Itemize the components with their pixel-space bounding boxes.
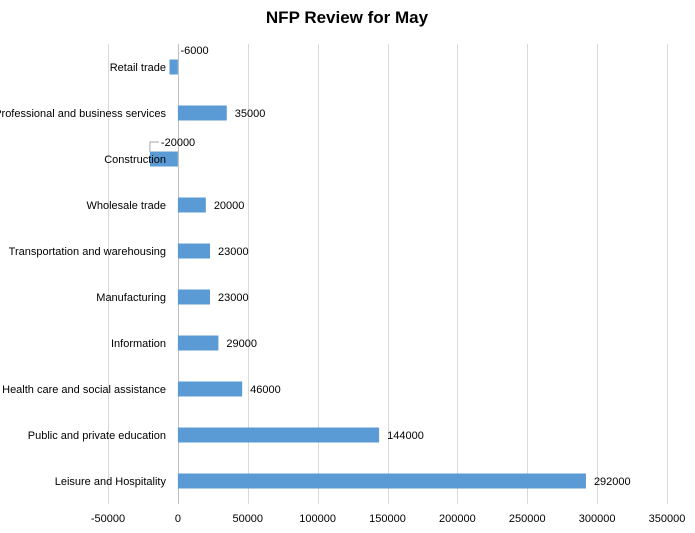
- gridlines: [108, 44, 668, 504]
- bar: [177, 243, 211, 259]
- chart-title: NFP Review for May: [266, 8, 429, 27]
- x-axis-tick-labels: -50000 0 50000 100000 150000 200000 250000 3000…: [91, 513, 685, 525]
- x-tick-label: 150000: [369, 513, 406, 525]
- data-label: 20000: [214, 200, 245, 212]
- bar: [149, 151, 178, 167]
- bar: [177, 197, 206, 213]
- data-label: 35000: [235, 108, 266, 120]
- x-tick-label: -50000: [91, 513, 125, 525]
- bar: [177, 335, 219, 351]
- category-label: Information: [111, 338, 166, 350]
- category-label: Health care and social assistance: [2, 384, 166, 396]
- x-tick-label: 200000: [439, 513, 476, 525]
- bar: [169, 59, 178, 75]
- x-tick-label: 350000: [649, 513, 686, 525]
- category-label: Leisure and Hospitality: [55, 476, 167, 488]
- category-label: Manufacturing: [96, 292, 166, 304]
- x-tick-label: 100000: [299, 513, 336, 525]
- data-label: 29000: [226, 338, 257, 350]
- data-label: 23000: [218, 246, 249, 258]
- bars: [149, 59, 586, 489]
- x-tick-label: 300000: [579, 513, 616, 525]
- category-labels: Retail trade Professional and business se…: [0, 62, 166, 488]
- category-label: Public and private education: [28, 430, 166, 442]
- category-label: Professional and business services: [0, 108, 166, 120]
- bar: [177, 105, 227, 121]
- bar: [177, 427, 380, 443]
- data-label: -6000: [180, 45, 208, 57]
- x-tick-label: 0: [175, 513, 181, 525]
- data-label: 23000: [218, 292, 249, 304]
- data-label: -20000: [161, 137, 195, 149]
- data-label: 292000: [594, 476, 631, 488]
- bar: [177, 289, 211, 305]
- data-label: 46000: [250, 384, 281, 396]
- bar: [177, 473, 586, 489]
- data-label: 144000: [387, 430, 424, 442]
- category-label: Transportation and warehousing: [9, 246, 166, 258]
- category-label: Wholesale trade: [87, 200, 167, 212]
- category-label: Retail trade: [110, 62, 166, 74]
- bar: [177, 381, 243, 397]
- data-labels: -6000 35000 -20000 20000 23000 23000 29000 4600…: [149, 45, 631, 488]
- x-tick-label: 250000: [509, 513, 546, 525]
- data-label-leader-line: [149, 141, 159, 152]
- category-label: Construction: [104, 154, 166, 166]
- x-tick-label: 50000: [232, 513, 263, 525]
